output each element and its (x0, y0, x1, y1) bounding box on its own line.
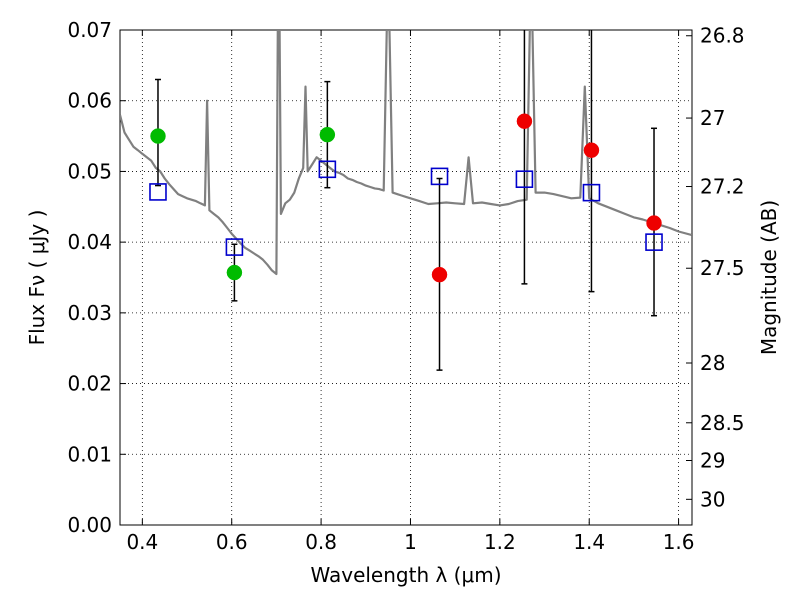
model-spectrum (120, 30, 692, 276)
y-tick-label: 0.05 (67, 159, 112, 183)
model-photometry-square (149, 183, 167, 201)
y-tick-label: 0.07 (67, 18, 112, 42)
x-tick-label: 1.4 (573, 530, 605, 554)
observed-flux-point (319, 126, 336, 143)
observed-flux-point (646, 215, 662, 231)
plot-area-frame (119, 29, 693, 526)
y-tick-label: 0.00 (67, 513, 112, 537)
x-axis-title: Wavelength λ (μm) (310, 563, 501, 587)
data-markers (149, 113, 663, 283)
y-tick-label: 0.06 (67, 89, 112, 113)
y-tick-label: 0.01 (67, 442, 112, 466)
right-tick-label: 27 (700, 106, 725, 130)
model-photometry-square (582, 183, 601, 202)
y-tick-label: 0.02 (67, 372, 112, 396)
right-tick-label: 29 (700, 449, 725, 473)
x-tick-label: 1.6 (663, 530, 695, 554)
right-tick-label: 27.5 (700, 256, 745, 280)
observed-flux-point (583, 142, 600, 158)
right-tick-label: 27.2 (700, 175, 745, 199)
model-photometry-square (645, 233, 663, 251)
grid-lines (120, 29, 692, 526)
model-photometry-square (225, 238, 244, 256)
right-tick-label: 26.8 (700, 24, 745, 48)
y-tick-label: 0.04 (67, 230, 112, 254)
x-tick-label: 1.2 (484, 530, 516, 554)
observed-flux-point (150, 128, 166, 144)
model-photometry-square (318, 160, 337, 179)
x-tick-label: 1 (404, 530, 417, 554)
observed-flux-point (516, 113, 533, 129)
y-tick-label: 0.03 (67, 301, 112, 325)
x-tick-label: 0.6 (216, 530, 248, 554)
observed-flux-point (431, 266, 448, 283)
right-tick-label: 30 (700, 487, 725, 511)
y-axis-title: Flux Fν ( μJy ) (25, 210, 49, 346)
axis-ticks: 0.4 0.6 0.8 1 1.2 1.4 1.6 0.00 0.01 0.02 0.03 0.04 0… (67, 18, 744, 554)
model-photometry-square (515, 170, 534, 189)
x-tick-label: 0.8 (305, 530, 337, 554)
observed-flux-point (226, 264, 243, 281)
right-tick-label: 28 (700, 351, 725, 375)
model-photometry-square (430, 167, 449, 186)
model-spectrum-line (120, 30, 692, 276)
right-axis-title: Magnitude (AB) (757, 200, 781, 355)
right-tick-label: 28.5 (700, 411, 745, 435)
x-tick-label: 0.4 (126, 530, 158, 554)
